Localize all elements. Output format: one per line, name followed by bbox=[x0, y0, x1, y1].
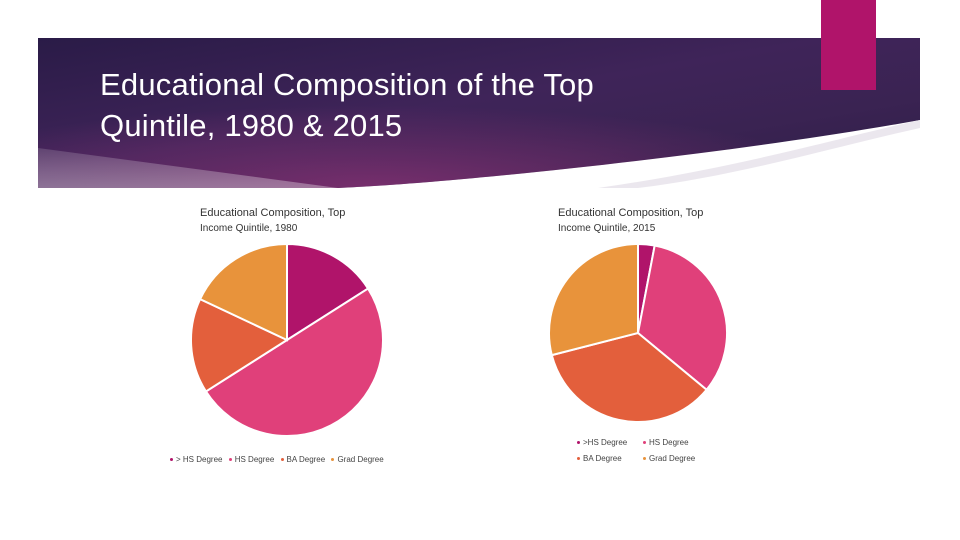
pie-chart-1980 bbox=[190, 243, 384, 437]
legend-label: >HS Degree bbox=[583, 438, 628, 447]
title-banner bbox=[38, 38, 920, 188]
legend-item: >HS Degree bbox=[577, 438, 643, 447]
legend-label: BA Degree bbox=[583, 454, 622, 463]
pie-slice-hs-degree bbox=[286, 243, 370, 342]
legend-item: Grad Degree bbox=[331, 455, 384, 464]
slide-title: Educational Composition of the Top Quint… bbox=[100, 64, 780, 146]
pie-slice-grad-degree bbox=[198, 243, 288, 342]
legend-swatch bbox=[170, 458, 173, 461]
chart-2015-title-line-2: Income Quintile, 2015 bbox=[558, 223, 656, 234]
legend-label: > HS Degree bbox=[176, 455, 223, 464]
legend-swatch bbox=[643, 457, 646, 460]
accent-block bbox=[821, 0, 876, 90]
legend-swatch bbox=[577, 441, 580, 444]
legend-label: HS Degree bbox=[234, 455, 275, 464]
chart-1980-title-line-2: Income Quintile, 1980 bbox=[200, 223, 298, 234]
legend-label: HS Degree bbox=[649, 438, 689, 447]
pie-slice-ba-degree bbox=[190, 297, 290, 393]
legend-item: BA Degree bbox=[280, 455, 326, 464]
legend-swatch bbox=[228, 458, 232, 461]
slide-title-line-1: Educational Composition of the Top bbox=[100, 67, 594, 102]
slide-title-line-2: Quintile, 1980 & 2015 bbox=[100, 108, 403, 143]
pie-slice-hs-degree bbox=[636, 244, 728, 392]
legend-swatch bbox=[643, 441, 646, 444]
legend-item: BA Degree bbox=[577, 454, 643, 463]
chart-1980-title: Educational Composition, Top Income Quin… bbox=[200, 205, 460, 237]
legend-swatch bbox=[577, 457, 580, 460]
legend-swatch bbox=[331, 458, 335, 461]
legend-label: BA Degree bbox=[286, 455, 326, 464]
legend-1980: > HS Degree HS Degree BA Degree Grad Deg… bbox=[170, 454, 388, 464]
title-banner-background bbox=[38, 38, 920, 188]
legend-label: Grad Degree bbox=[337, 455, 384, 464]
chart-2015-title-line-1: Educational Composition, Top bbox=[558, 207, 704, 219]
legend-item: HS Degree bbox=[643, 438, 709, 447]
pie-slice-ba-degree bbox=[550, 331, 708, 423]
pie-slice-grad-degree bbox=[548, 243, 639, 357]
legend-item: Grad Degree bbox=[643, 454, 709, 463]
pie-chart-2015 bbox=[548, 243, 728, 423]
legend-item: > HS Degree bbox=[170, 455, 222, 464]
legend-swatch bbox=[280, 458, 284, 461]
chart-1980-title-line-1: Educational Composition, Top bbox=[200, 207, 346, 219]
legend-label: Grad Degree bbox=[649, 454, 696, 463]
chart-2015-title: Educational Composition, Top Income Quin… bbox=[558, 205, 818, 237]
legend-2015: >HS Degree HS Degree BA Degree Grad Degree bbox=[577, 437, 737, 469]
legend-item: HS Degree bbox=[228, 455, 275, 464]
pie-slice-hs-degree bbox=[204, 287, 384, 437]
